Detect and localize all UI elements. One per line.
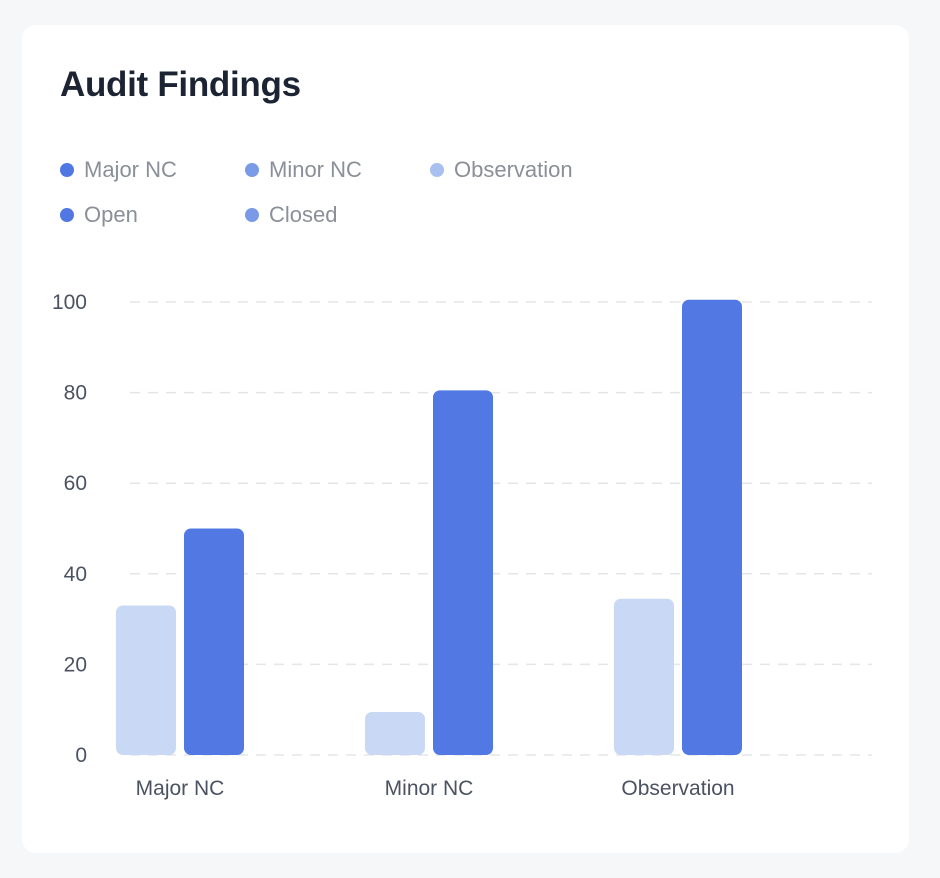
x-tick-label: Minor NC: [385, 777, 474, 800]
legend-dot: [245, 208, 259, 222]
x-tick-label: Major NC: [136, 777, 225, 800]
legend-label: Open: [84, 202, 138, 227]
bar-open-minor-nc[interactable]: [433, 390, 493, 755]
x-tick-label: Observation: [621, 777, 734, 800]
y-tick-label: 20: [64, 653, 87, 676]
legend-item-minor-nc[interactable]: Minor NC: [245, 156, 362, 184]
legend-dot: [430, 163, 444, 177]
bar-chart: 0 20 40 60 80 100 Major NC Minor NC Observation: [52, 291, 872, 800]
legend-item-closed[interactable]: Closed: [245, 201, 337, 229]
bar-closed-minor-nc[interactable]: [365, 711, 425, 755]
chart-title: Audit Findings: [60, 65, 301, 104]
bar-closed-observation[interactable]: [614, 598, 674, 755]
y-tick-label: 60: [64, 472, 87, 495]
bar-open-major-nc[interactable]: [184, 528, 244, 756]
legend-dot: [245, 163, 259, 177]
legend-item-observation[interactable]: Observation: [430, 156, 573, 184]
y-tick-label: 40: [64, 563, 87, 586]
bar-open-observation[interactable]: [682, 299, 742, 755]
chart-card: Audit Findings Major NC Minor NC Observa…: [22, 25, 909, 853]
legend-dot: [60, 163, 74, 177]
legend-label: Major NC: [84, 157, 177, 182]
legend-label: Minor NC: [269, 157, 362, 182]
legend-label: Closed: [269, 202, 338, 227]
y-tick-label: 0: [75, 744, 87, 767]
legend-label: Observation: [454, 157, 573, 182]
legend-dot: [60, 208, 74, 222]
y-tick-label: 80: [64, 382, 87, 405]
y-tick-label: 100: [52, 291, 87, 314]
legend-item-open[interactable]: Open: [60, 201, 138, 229]
legend-item-major-nc[interactable]: Major NC: [60, 156, 177, 184]
bar-closed-major-nc[interactable]: [116, 605, 176, 755]
